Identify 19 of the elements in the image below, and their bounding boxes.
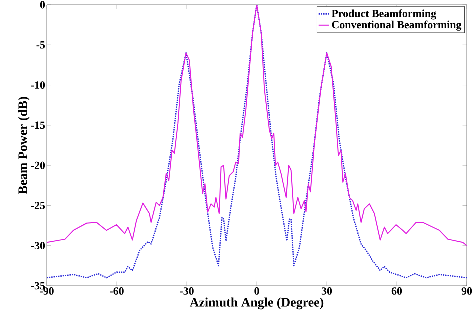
x-tick-label: 0	[254, 288, 260, 295]
y-tick-label: -5	[36, 42, 46, 49]
y-axis-title: Beam Power (dB)	[18, 97, 30, 194]
y-tick-label: -35	[31, 282, 46, 290]
x-tick-label: 90	[462, 288, 472, 295]
legend-label: Conventional Beamforming	[332, 20, 462, 31]
y-tick-label: -30	[31, 242, 46, 250]
y-tick-label: 0	[40, 1, 46, 9]
legend-label: Product Beamforming	[332, 10, 436, 20]
y-tick-label: -10	[31, 82, 46, 89]
y-tick-label: -20	[31, 162, 46, 170]
x-tick-label: 60	[392, 288, 402, 295]
x-axis-title: Azimuth Angle (Degree)	[190, 298, 324, 310]
y-tick-label: -15	[31, 122, 46, 130]
y-tick-label: -25	[31, 202, 46, 210]
x-tick-label: -90	[40, 288, 54, 295]
x-tick-label: 30	[322, 288, 332, 295]
x-tick-label: -60	[110, 288, 124, 295]
x-tick-label: -30	[180, 288, 194, 295]
